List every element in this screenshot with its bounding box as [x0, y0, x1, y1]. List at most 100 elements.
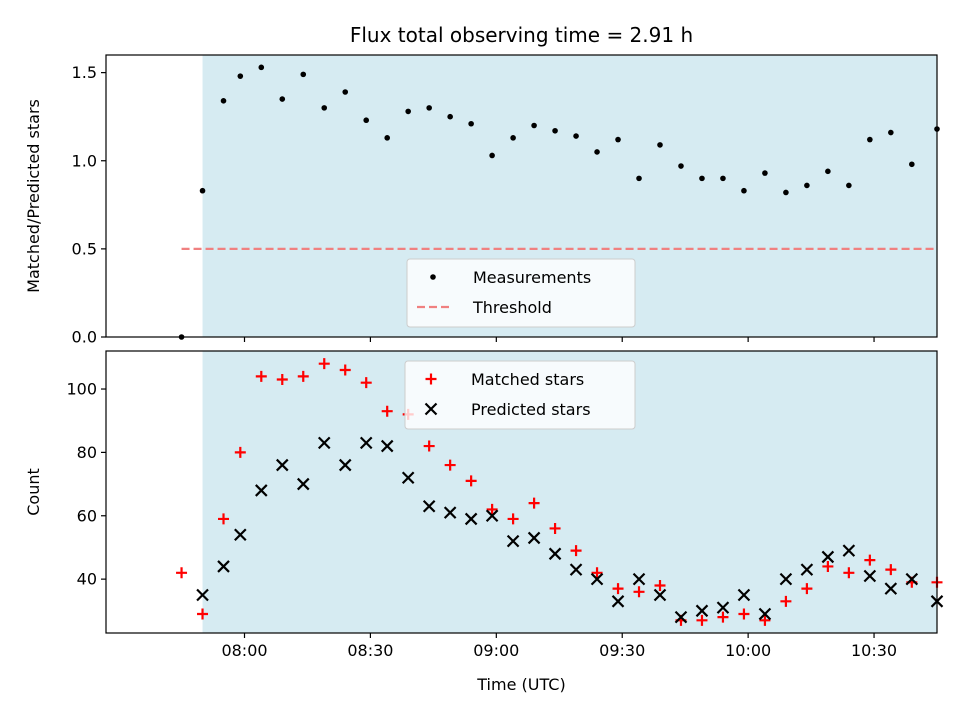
data-point — [426, 105, 432, 111]
data-point — [176, 567, 188, 579]
data-point — [569, 563, 583, 576]
data-point — [654, 579, 666, 591]
data-point — [884, 582, 898, 595]
x-tick-label: 09:00 — [473, 641, 519, 660]
x-tick-label: 10:30 — [851, 641, 897, 660]
data-point — [846, 182, 852, 189]
data-point — [717, 611, 729, 623]
data-point — [258, 64, 265, 71]
y-tick-label: 0.0 — [72, 328, 97, 347]
data-point — [783, 189, 789, 196]
legend-box — [406, 258, 636, 328]
data-point — [199, 187, 206, 194]
data-point — [738, 608, 750, 620]
legend-label: Predicted stars — [471, 400, 591, 419]
data-point — [489, 152, 495, 159]
data-point — [444, 459, 456, 471]
data-point — [821, 550, 835, 564]
data-point — [486, 503, 498, 515]
data-point — [443, 506, 457, 519]
data-point — [360, 377, 372, 389]
data-point — [422, 499, 436, 513]
data-point — [423, 440, 435, 452]
data-point — [552, 127, 558, 134]
data-point — [801, 583, 813, 595]
data-point — [762, 170, 768, 176]
y-tick-label: 80 — [77, 443, 97, 462]
legend: Matched stars Predicted stars — [404, 360, 636, 430]
data-point — [678, 163, 684, 169]
data-point — [217, 560, 230, 573]
chart-title: Flux total observing time = 2.91 h — [350, 23, 693, 47]
data-point — [825, 168, 831, 175]
data-point — [741, 187, 747, 194]
y-axis-label: Matched/Predicted stars — [24, 99, 43, 293]
axes-frame — [105, 350, 938, 634]
data-point — [342, 89, 349, 95]
data-point — [737, 588, 751, 602]
data-point — [657, 142, 663, 148]
data-point — [888, 129, 894, 136]
data-point — [696, 614, 708, 626]
data-point — [549, 522, 561, 534]
data-point — [909, 161, 915, 168]
data-point — [506, 534, 520, 548]
data-point — [843, 567, 855, 579]
data-point — [699, 175, 705, 182]
data-point — [720, 175, 726, 182]
data-point — [758, 607, 772, 621]
data-point — [653, 588, 667, 602]
top-plot-ratio: 0.0 0.5 1.0 1.5 Matched/Predicted stars Measu… — [24, 54, 940, 347]
data-point — [633, 586, 645, 598]
data-point — [594, 149, 600, 155]
data-point — [279, 96, 286, 102]
data-point — [842, 544, 856, 557]
data-point — [317, 436, 331, 450]
y-tick-label: 1.5 — [72, 63, 97, 82]
data-point — [507, 513, 519, 525]
data-point — [237, 73, 244, 79]
series-measurements — [178, 64, 940, 340]
x-axis-label: Time (UTC) — [476, 675, 565, 694]
data-point — [570, 545, 582, 557]
data-point — [867, 136, 873, 143]
data-point — [804, 182, 810, 189]
y-axis-label: Count — [24, 468, 43, 516]
data-point — [527, 531, 541, 545]
legend-marker-x — [424, 402, 438, 416]
data-point — [800, 563, 814, 576]
data-point — [234, 528, 247, 542]
data-point — [591, 567, 603, 579]
data-point — [468, 120, 474, 127]
y-tick-label: 100 — [66, 380, 97, 399]
data-point — [573, 133, 579, 139]
data-point — [716, 601, 730, 614]
axes-frame — [105, 54, 938, 338]
data-point — [611, 595, 625, 608]
legend: Measurements Threshold — [406, 258, 636, 328]
data-point — [197, 608, 209, 620]
legend-marker-dot — [430, 274, 436, 280]
data-point — [381, 405, 393, 417]
data-point — [296, 477, 310, 491]
series-matched-stars — [176, 358, 943, 626]
y-tick-label: 0.5 — [72, 239, 97, 258]
data-point — [196, 588, 209, 602]
data-point — [905, 572, 919, 586]
data-point — [465, 475, 477, 487]
legend-marker-plus — [425, 373, 437, 385]
data-point — [612, 583, 624, 595]
bottom-plot-counts: 40 60 80 100 08:00 08:30 09:00 09:30 10:00 10:30 C… — [24, 350, 944, 694]
y-tick-label: 60 — [77, 506, 97, 525]
y-tick-label: 40 — [77, 570, 97, 589]
y-tick-label: 1.0 — [72, 151, 97, 170]
data-point — [531, 122, 537, 129]
data-point — [779, 572, 793, 586]
data-point — [405, 108, 411, 115]
data-point — [384, 135, 390, 141]
data-point — [359, 436, 373, 450]
x-tick-label: 09:30 — [599, 641, 645, 660]
data-point — [885, 564, 897, 576]
data-point — [255, 484, 268, 497]
